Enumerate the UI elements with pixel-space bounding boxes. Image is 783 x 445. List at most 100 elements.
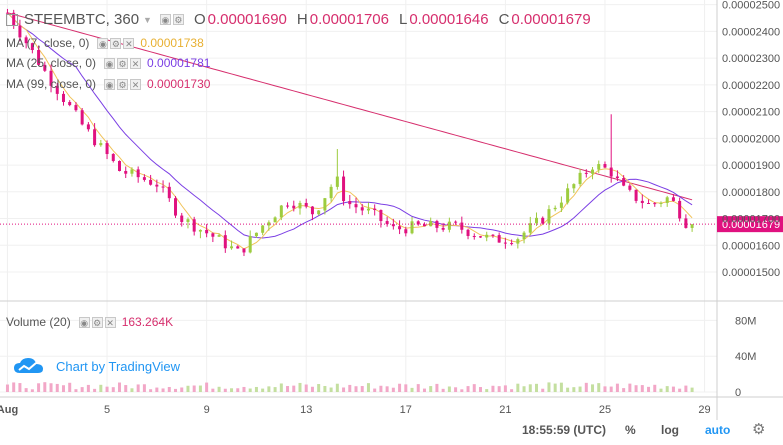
candle-body [136, 169, 140, 178]
eye-icon[interactable]: ◉ [104, 78, 116, 90]
candle-body [591, 169, 595, 174]
current-price-badge [717, 216, 783, 233]
volume-bar [111, 387, 115, 392]
ma99-legend[interactable]: MA (99, close, 0) ◉ ⚙ ✕ 0.00001730 [6, 77, 210, 91]
volume-bar [547, 382, 551, 392]
price-tick-label: 0.00002200 [722, 80, 780, 92]
time-tick-label: 21 [499, 404, 511, 416]
eye-icon[interactable]: ◉ [78, 316, 90, 328]
volume-bar [242, 386, 246, 392]
volume-bar [578, 386, 582, 392]
candle-body [317, 210, 321, 215]
log-toggle[interactable]: log [661, 423, 679, 437]
volume-bar [223, 388, 227, 392]
price-tick-label: 0.00002400 [722, 26, 780, 38]
ma25-legend[interactable]: MA (25, close, 0) ◉ ⚙ ✕ 0.00001781 [6, 56, 210, 70]
volume-bar [366, 383, 370, 392]
candle-body [99, 143, 103, 146]
settings-gear-icon[interactable]: ⚙ [752, 421, 766, 438]
candle-body [217, 235, 221, 237]
volume-bar [18, 383, 22, 392]
ma7-controls: ◉ ⚙ ✕ [97, 37, 135, 49]
close-icon[interactable]: ✕ [123, 37, 135, 49]
gear-icon[interactable]: ⚙ [91, 316, 103, 328]
candle-body [497, 235, 501, 243]
auto-toggle[interactable]: auto [705, 423, 731, 437]
candle-body [273, 217, 277, 223]
candle-body [310, 206, 314, 215]
volume-bar [454, 387, 458, 392]
eye-icon[interactable]: ◉ [159, 14, 171, 25]
candle-body [261, 225, 265, 233]
volume-bar [553, 383, 557, 392]
volume-bar [516, 383, 520, 392]
gear-icon[interactable]: ⚙ [117, 78, 129, 90]
close-icon[interactable]: ✕ [104, 316, 116, 328]
volume-bar [80, 387, 84, 392]
volume-bar [155, 387, 159, 392]
close-icon[interactable]: ✕ [130, 57, 142, 69]
volume-bar [118, 382, 121, 392]
candle-body [86, 124, 90, 130]
eye-icon[interactable]: ◉ [97, 37, 109, 49]
volume-bar [167, 386, 171, 392]
candle-body [12, 12, 16, 26]
candle-body [447, 221, 451, 230]
candle-body [155, 184, 159, 187]
candle-body [304, 202, 308, 207]
volume-bar [180, 387, 184, 392]
volume-bar [205, 382, 209, 392]
volume-legend[interactable]: Volume (20) ◉ ⚙ ✕ 163.264K [6, 315, 173, 329]
chart-icon [6, 13, 18, 26]
volume-bar [329, 387, 333, 392]
price-tick-label: 0.00002500 [722, 0, 780, 12]
gear-icon[interactable]: ⚙ [110, 37, 122, 49]
volume-bar [541, 388, 545, 392]
symbol-dropdown-icon[interactable]: ▼ [143, 14, 152, 25]
volume-bar [161, 388, 165, 392]
ma7-line [7, 12, 693, 250]
candle-body [553, 207, 557, 210]
gear-icon[interactable]: ⚙ [172, 14, 184, 25]
volume-bar [497, 386, 501, 392]
volume-bar [93, 388, 97, 392]
candle-body [634, 189, 638, 201]
volume-bar [684, 385, 688, 392]
volume-value: 163.264K [121, 315, 174, 329]
tradingview-branding[interactable]: Chart by TradingView [12, 356, 180, 376]
candle-body [186, 219, 190, 222]
candle-body [37, 50, 41, 65]
price-tick-label: 0.00001800 [722, 187, 780, 199]
volume-bar [105, 386, 109, 392]
volume-bar [286, 386, 290, 392]
volume-bar [441, 388, 445, 392]
volume-bar [298, 382, 302, 392]
candle-body [603, 164, 607, 168]
time-tick-label: 5 [104, 404, 110, 416]
candle-body [398, 226, 402, 230]
candle-body [93, 129, 97, 146]
volume-bar [198, 385, 202, 392]
candle-body [118, 161, 121, 172]
volume-bar [348, 384, 352, 392]
volume-bar [130, 388, 134, 392]
close-icon[interactable]: ✕ [130, 78, 142, 90]
price-tick-label: 0.00001600 [722, 240, 780, 252]
chart-footer: 18:55:59 (UTC) % log auto ⚙ [0, 418, 783, 440]
eye-icon[interactable]: ◉ [104, 57, 116, 69]
volume-bar [279, 383, 283, 392]
ma7-legend[interactable]: MA (7, close, 0) ◉ ⚙ ✕ 0.00001738 [6, 36, 204, 50]
volume-bar [211, 388, 215, 392]
price-tick-label: 0.00001700 [722, 214, 780, 226]
gear-icon[interactable]: ⚙ [117, 57, 129, 69]
volume-bar [478, 387, 482, 392]
percent-toggle[interactable]: % [625, 423, 636, 437]
volume-bar [391, 387, 395, 392]
candle-body [180, 215, 184, 222]
candle-body [105, 143, 109, 155]
candle-body [373, 208, 377, 210]
volume-bar [671, 386, 675, 392]
volume-label: Volume (20) [6, 315, 71, 329]
